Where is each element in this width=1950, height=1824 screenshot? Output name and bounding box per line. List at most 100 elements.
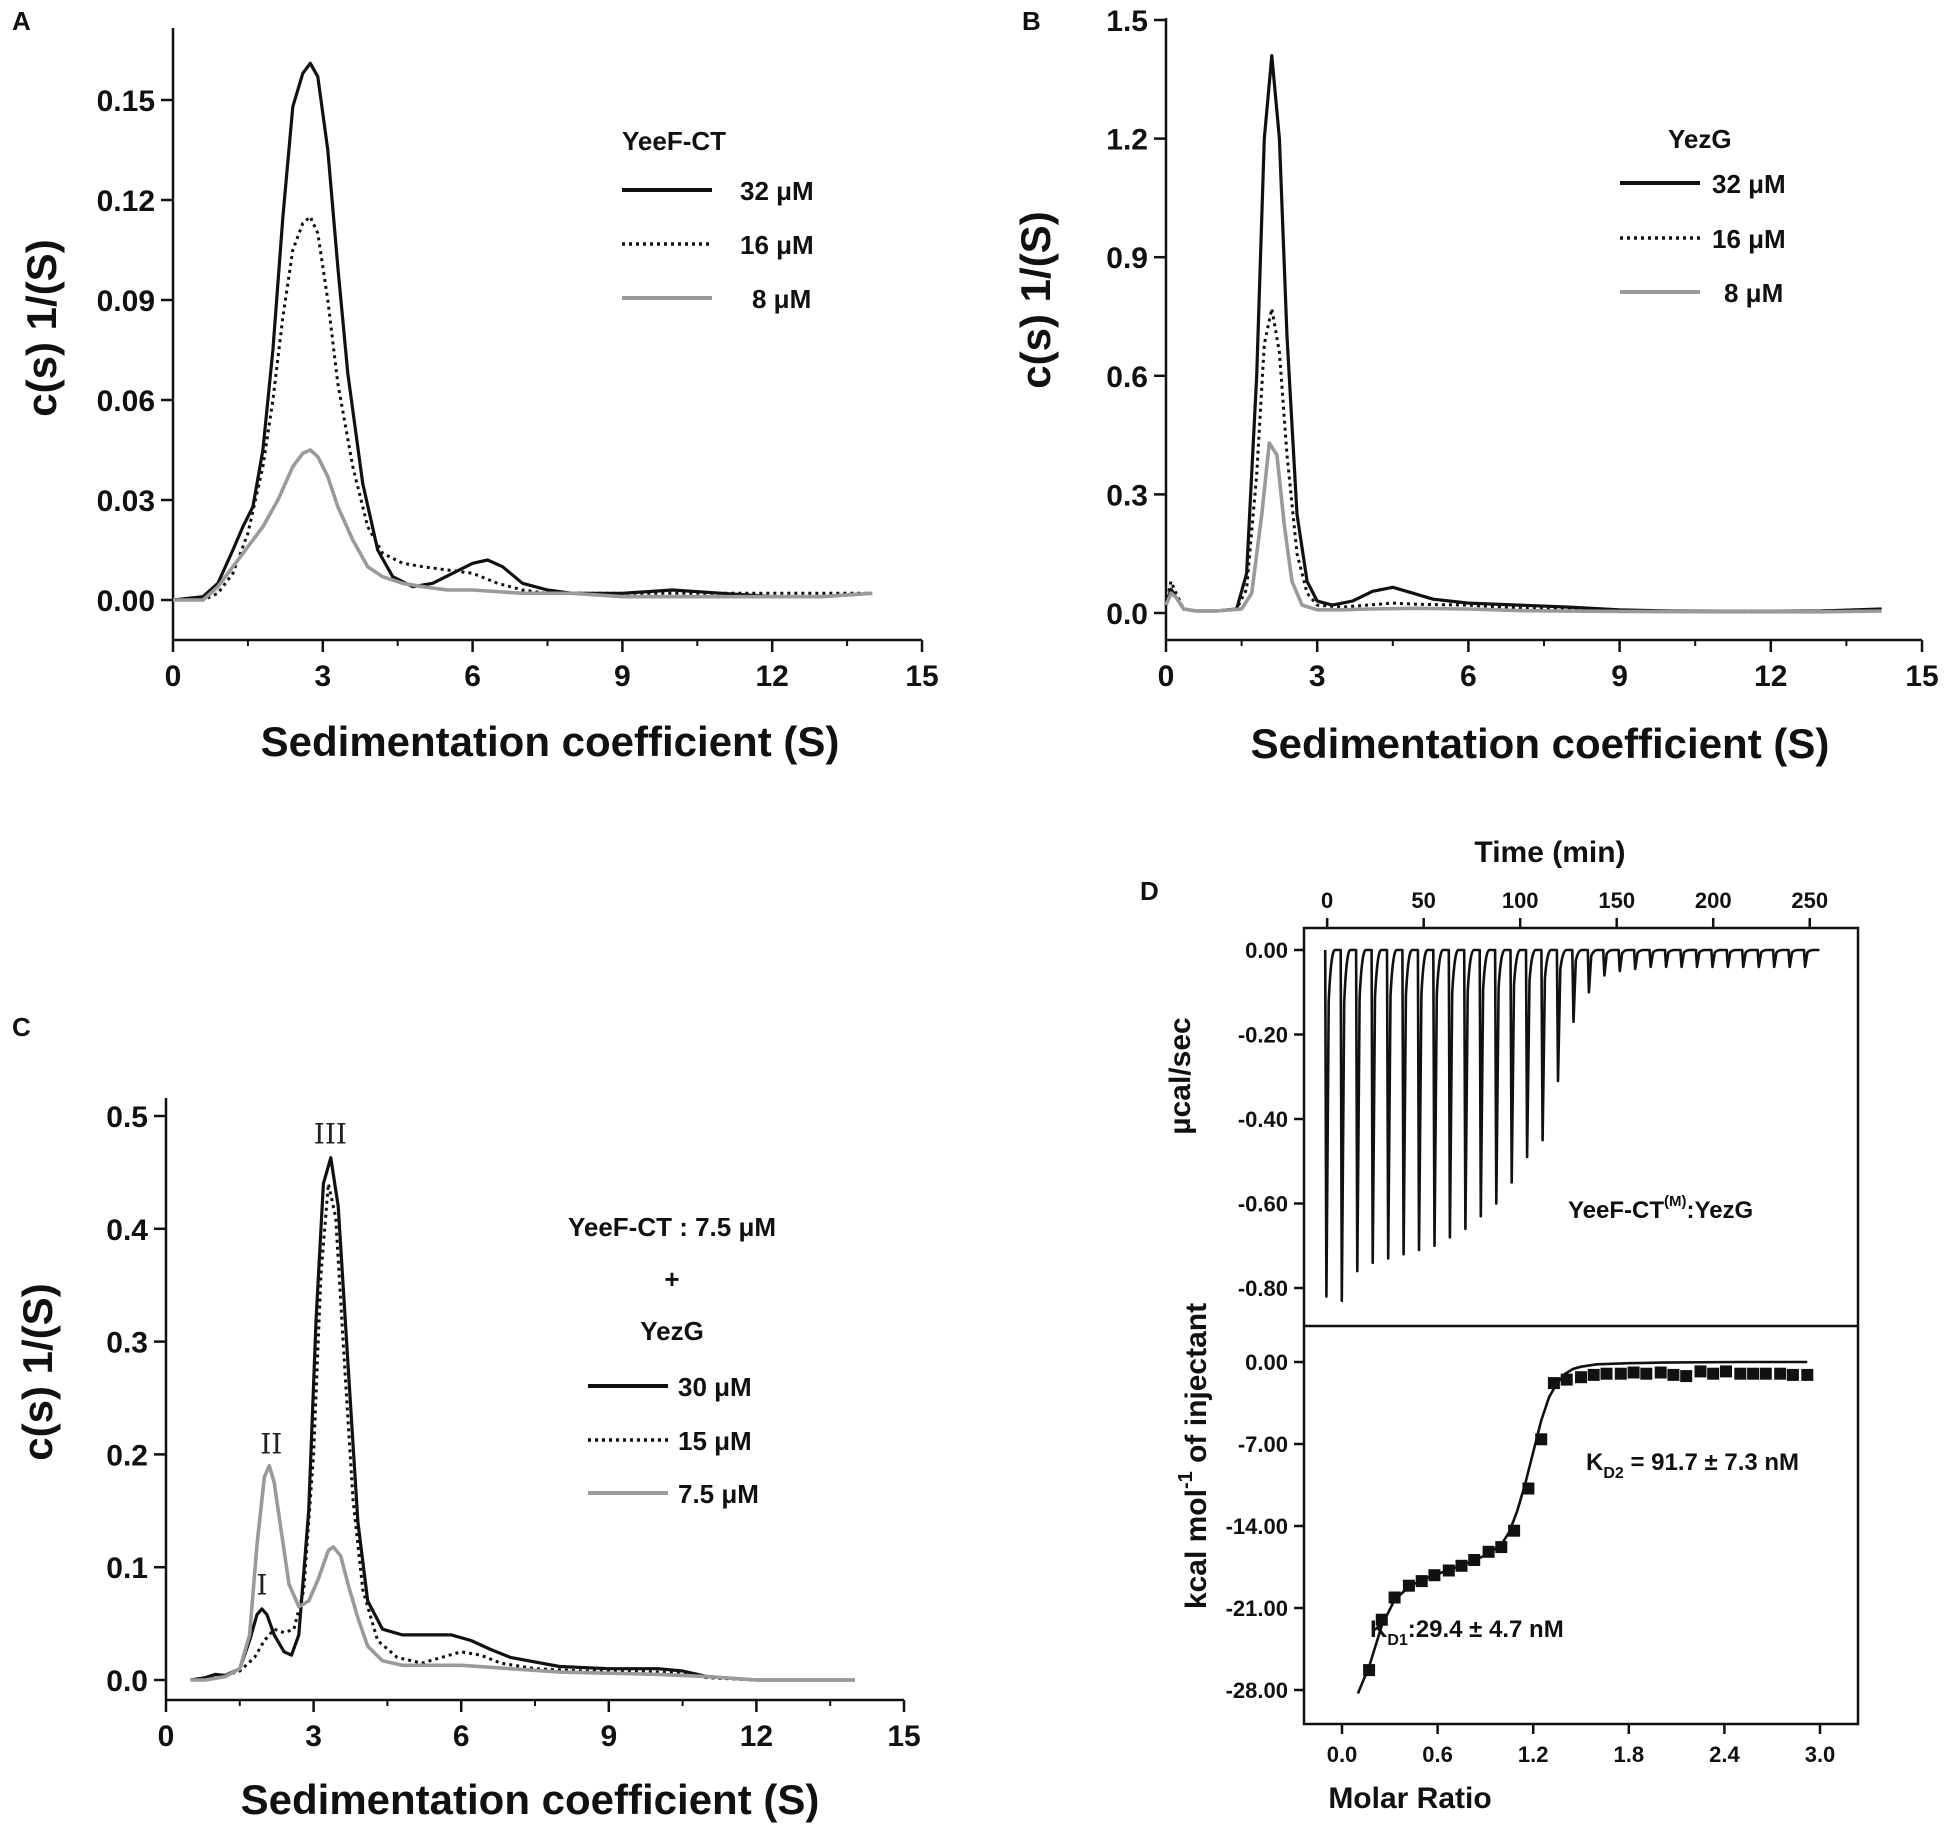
panel-a-x-tick-label: 0 xyxy=(165,660,182,693)
panel-b-y-tick-label: 1.5 xyxy=(1106,5,1148,38)
panel-d-complex-label-main: YeeF-CT xyxy=(1568,1197,1664,1224)
panel-d-data-point xyxy=(1774,1367,1787,1380)
panel-c-x-tick-label: 6 xyxy=(453,1720,470,1753)
panel-b-letter: B xyxy=(1022,6,1041,36)
panel-d-data-point xyxy=(1587,1368,1600,1381)
panel-d-data-point xyxy=(1547,1377,1560,1390)
panel-d-bottom-y-tick-label: -7.00 xyxy=(1238,1432,1288,1457)
panel-d-data-point xyxy=(1720,1365,1732,1378)
panel-a-x-tick-label: 12 xyxy=(756,660,789,693)
panel-a-series-2 xyxy=(173,448,873,602)
panel-a-plot: 0 3 6 9 12 15 0.00 0.03 0.06 0.09 0.12 0.15 xyxy=(97,28,939,693)
panel-d-data-point xyxy=(1680,1370,1693,1383)
panel-b-x-axis-title: Sedimentation coefficient (S) xyxy=(1251,720,1830,767)
panel-d-data-point xyxy=(1575,1371,1587,1384)
panel-d-thermogram-trace xyxy=(1323,948,1820,1302)
panel-d-kd1-annotation: KD1:29.4 ± 4.7 nM xyxy=(1370,1616,1564,1649)
panel-c-y-tick-label: 0.5 xyxy=(106,1101,148,1134)
panel-b-series-0 xyxy=(1164,54,1882,613)
panel-c-legend-label-15: 15 μM xyxy=(678,1426,752,1456)
panel-c-x-axis-title: Sedimentation coefficient (S) xyxy=(241,1776,820,1823)
panel-c-y-axis-title: c(s) 1/(S) xyxy=(14,1283,61,1460)
panel-d-data-point xyxy=(1442,1564,1455,1577)
panel-d-data-point xyxy=(1415,1575,1428,1588)
panel-d-bottom-y-tick-label: 0.00 xyxy=(1245,1350,1288,1375)
panel-d-kd2-value: = 91.7 ± 7.3 nM xyxy=(1624,1449,1799,1476)
panel-d-data-point xyxy=(1375,1613,1388,1626)
panel-c-y-tick-label: 0.1 xyxy=(106,1552,148,1585)
panel-d-top-x-tick-label: 50 xyxy=(1411,888,1435,913)
panel-c-y-tick-label: 0.4 xyxy=(106,1214,148,1247)
panel-b-plot: 0 3 6 9 12 15 0.0 0.3 0.6 0.9 1.2 1.5 xyxy=(1106,5,1938,693)
panel-b-x-tick-label: 12 xyxy=(1754,660,1787,693)
panel-c-series-2 xyxy=(190,1463,855,1682)
panel-d-plot: 0 50 100 150 200 250 0.00 -0.20 -0.40 -0.60 -0.80 0… xyxy=(1226,888,1860,1767)
panel-d-data-point xyxy=(1560,1373,1573,1386)
panel-c-legend-title-line-3: YezG xyxy=(640,1316,704,1346)
panel-b-y-tick-label: 0.3 xyxy=(1106,479,1148,512)
panel-b-x-tick-label: 0 xyxy=(1158,660,1175,693)
panel-b-y-tick-label: 0.6 xyxy=(1106,361,1148,394)
panel-a-x-axis-title: Sedimentation coefficient (S) xyxy=(261,718,840,765)
panel-d-top-x-tick-label: 100 xyxy=(1502,888,1539,913)
panel-c-legend-label-7-5: 7.5 μM xyxy=(678,1479,759,1509)
panel-d-fit-curve xyxy=(1356,1360,1808,1694)
panel-d-bottom-x-axis-title: Molar Ratio xyxy=(1328,1782,1491,1815)
panel-d-data-point xyxy=(1759,1367,1772,1380)
panel-d-top-x-tick-label: 150 xyxy=(1598,888,1635,913)
panel-d-data-point xyxy=(1614,1367,1627,1380)
panel-d-top-x-axis-title: Time (min) xyxy=(1474,836,1625,869)
panel-d-top-y-tick-label: -0.40 xyxy=(1238,1107,1288,1132)
panel-d-bottom-x-tick-label: 3.0 xyxy=(1805,1742,1836,1767)
panel-a-series-0 xyxy=(172,61,873,602)
panel-d-bottom-y-tick-label: -28.00 xyxy=(1226,1678,1288,1703)
panel-b-y-axis-title: c(s) 1/(S) xyxy=(1012,211,1059,388)
panel-c-legend-title-line-1: YeeF-CT : 7.5 μM xyxy=(568,1212,776,1242)
panel-d-data-point xyxy=(1786,1368,1799,1381)
panel-a-y-tick-label: 0.06 xyxy=(97,385,155,418)
panel-d-bottom-x-tick-label: 0.0 xyxy=(1327,1742,1358,1767)
panel-d-bottom-x-tick-label: 1.8 xyxy=(1614,1742,1645,1767)
panel-d-data-point xyxy=(1363,1664,1376,1677)
panel-d-bottom-y-axis-title-tail: of injectant xyxy=(1180,1303,1213,1471)
panel-a-y-tick-label: 0.12 xyxy=(97,185,155,218)
panel-a-series-1 xyxy=(173,215,873,602)
panel-c-legend-label-30: 30 μM xyxy=(678,1372,752,1402)
panel-d-letter: D xyxy=(1140,876,1159,906)
panel-b-x-tick-label: 6 xyxy=(1460,660,1477,693)
panel-a-y-tick-label: 0.00 xyxy=(97,585,155,618)
panel-a-y-tick-label: 0.15 xyxy=(97,85,155,118)
panel-d-bottom-y-axis-title: kcal mol-1 of injectant xyxy=(1175,1303,1213,1609)
panel-d-data-point xyxy=(1535,1433,1548,1446)
panel-d-bottom-x-tick-label: 1.2 xyxy=(1518,1742,1549,1767)
panel-d-data-point xyxy=(1640,1367,1653,1380)
panel-d-data-point xyxy=(1468,1554,1481,1566)
panel-a-y-tick-label: 0.09 xyxy=(97,285,155,318)
panel-b-legend: 32 μM 16 μM 8 μM xyxy=(1620,169,1786,308)
panel-b-series-2 xyxy=(1164,441,1882,614)
panel-d-data-point xyxy=(1801,1368,1814,1381)
panel-a-legend-title: YeeF-CT xyxy=(622,126,726,156)
panel-d-kd1-value: :29.4 ± 4.7 nM xyxy=(1408,1616,1564,1643)
panel-d-data-point xyxy=(1707,1367,1720,1380)
panel-b-x-tick-label: 15 xyxy=(1905,660,1938,693)
panel-d-top-x-tick-label: 250 xyxy=(1791,888,1828,913)
panel-d-data-point xyxy=(1482,1545,1495,1558)
panel-d-top-y-tick-label: -0.20 xyxy=(1238,1023,1288,1048)
panel-c-series-0 xyxy=(190,1156,855,1682)
panel-d-top-y-tick-label: -0.80 xyxy=(1238,1276,1288,1301)
panel-b-x-tick-label: 9 xyxy=(1611,660,1628,693)
panel-d-top-y-tick-label: 0.00 xyxy=(1245,938,1288,963)
panel-d-data-point xyxy=(1508,1524,1521,1537)
panel-d-data-point xyxy=(1402,1579,1415,1592)
panel-c-peak-label: III xyxy=(314,1117,347,1150)
panel-d-kd2-sub: D2 xyxy=(1603,1465,1624,1482)
panel-b-series-1 xyxy=(1164,307,1882,613)
panel-c-x-tick-label: 9 xyxy=(600,1720,617,1753)
panel-d-data-point xyxy=(1522,1482,1535,1495)
panel-a-legend: 32 μM 16 μM 8 μM xyxy=(622,176,814,314)
panel-c-x-tick-label: 3 xyxy=(305,1720,322,1753)
panel-a-x-tick-label: 9 xyxy=(614,660,631,693)
